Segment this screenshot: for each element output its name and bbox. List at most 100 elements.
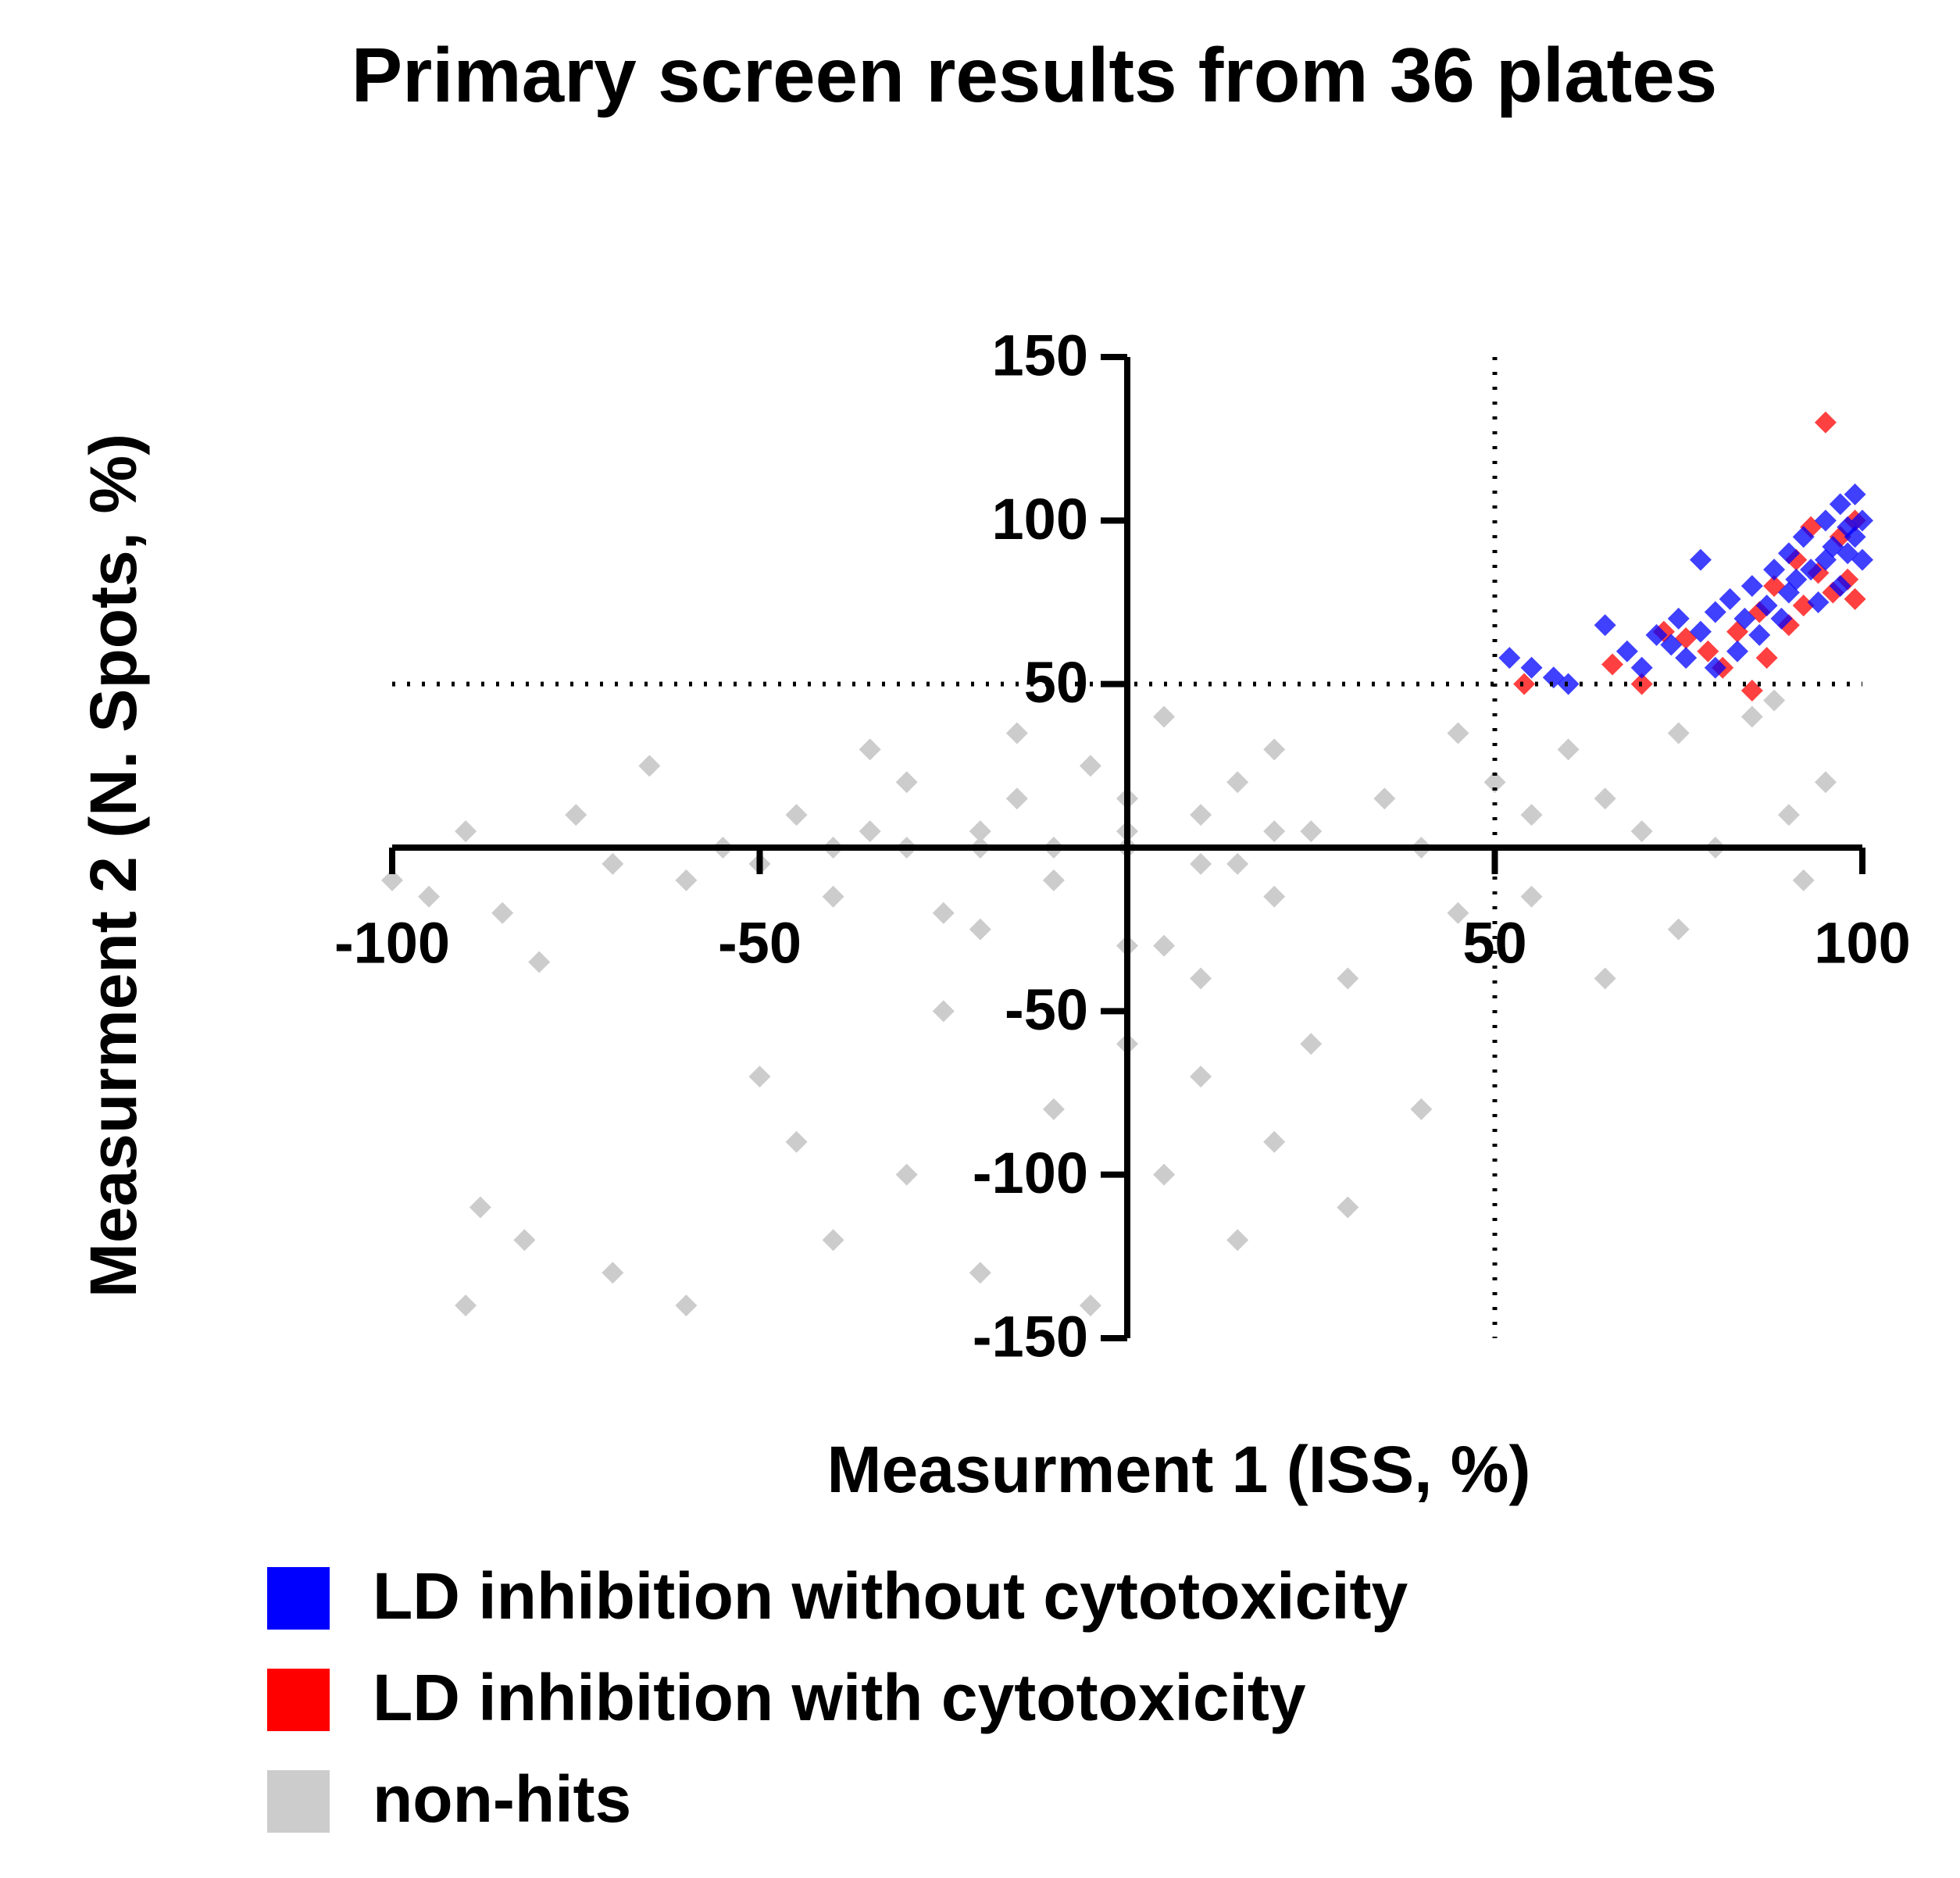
legend-label: LD inhibition with cytotoxicity [373, 1661, 1306, 1734]
point [1498, 647, 1521, 669]
chart-title: Primary screen results from 36 plates [352, 32, 1718, 118]
legend-swatch [267, 1567, 330, 1630]
point [785, 1130, 808, 1153]
legend-swatch [267, 1770, 330, 1833]
point [1005, 722, 1028, 744]
point [1807, 591, 1830, 613]
point [1153, 1163, 1176, 1186]
y-tick-label: 150 [992, 323, 1088, 388]
point [859, 738, 881, 761]
point [1520, 656, 1543, 679]
point [1483, 771, 1506, 794]
point [1704, 656, 1726, 679]
point [528, 951, 551, 973]
point [1520, 885, 1543, 908]
point [565, 804, 587, 827]
point [1226, 852, 1249, 875]
point [1263, 820, 1286, 843]
y-tick-label: 50 [1024, 650, 1088, 715]
legend-label: non-hits [373, 1762, 631, 1836]
point [455, 1294, 477, 1317]
point [1667, 918, 1690, 941]
point [1615, 640, 1638, 662]
point [1851, 509, 1873, 532]
y-tick-label: 100 [992, 487, 1088, 552]
point [638, 755, 661, 777]
point [1300, 1033, 1323, 1055]
x-tick-label: 50 [1462, 911, 1526, 976]
point [1263, 885, 1286, 908]
point [455, 820, 477, 843]
point [1755, 647, 1778, 669]
point [1844, 587, 1866, 610]
legend-label: LD inhibition without cytotoxicity [373, 1559, 1408, 1633]
point [602, 1262, 624, 1284]
point [785, 804, 808, 827]
point [1190, 967, 1212, 990]
point [1373, 787, 1396, 810]
point [1667, 722, 1690, 744]
point [895, 771, 918, 794]
point [1410, 1098, 1433, 1120]
point [1689, 620, 1712, 643]
point [513, 1229, 536, 1251]
point [932, 1000, 955, 1023]
point [822, 1229, 844, 1251]
point [675, 1294, 698, 1317]
point [1770, 607, 1793, 630]
point [1520, 804, 1543, 827]
point [1675, 647, 1698, 669]
point [1755, 594, 1778, 617]
point [1190, 852, 1212, 875]
point [822, 885, 844, 908]
point [1667, 607, 1690, 630]
point [1594, 967, 1616, 990]
point [969, 820, 991, 843]
point [1792, 869, 1815, 891]
point [602, 852, 624, 875]
point [1557, 738, 1580, 761]
point [1851, 548, 1873, 571]
point [1829, 493, 1851, 516]
point [1594, 614, 1616, 637]
point [1844, 526, 1866, 548]
x-tick-label: 100 [1814, 911, 1910, 976]
point [895, 1163, 918, 1186]
point [675, 869, 698, 891]
point [1763, 559, 1786, 581]
point [1733, 607, 1756, 630]
point [1777, 542, 1800, 565]
point [1660, 634, 1683, 656]
point [1300, 820, 1323, 843]
point [1263, 738, 1286, 761]
point [1190, 804, 1212, 827]
point [1814, 771, 1837, 794]
point [1814, 411, 1837, 434]
point [1740, 575, 1763, 598]
point [1763, 689, 1786, 712]
x-axis-label: Measurment 1 (ISS, %) [827, 1433, 1531, 1506]
y-axis-label: Measurment 2 (N. Spots, %) [77, 434, 150, 1298]
point [1557, 673, 1580, 695]
point [1748, 623, 1771, 646]
point [1601, 653, 1624, 676]
point [1719, 587, 1741, 610]
x-tick-label: -100 [334, 911, 450, 976]
point [1042, 869, 1065, 891]
point [1153, 705, 1176, 728]
point [1337, 967, 1359, 990]
point [748, 1066, 771, 1088]
point [1704, 601, 1726, 623]
point [469, 1196, 491, 1219]
point [1726, 640, 1749, 662]
point [1594, 787, 1616, 810]
point [932, 902, 955, 924]
point [1263, 1130, 1286, 1153]
point [1005, 787, 1028, 810]
point [1226, 771, 1249, 794]
y-tick-label: -100 [973, 1141, 1088, 1205]
point [1337, 1196, 1359, 1219]
point [1689, 548, 1712, 571]
x-tick-label: -50 [718, 911, 801, 976]
point [1740, 705, 1763, 728]
